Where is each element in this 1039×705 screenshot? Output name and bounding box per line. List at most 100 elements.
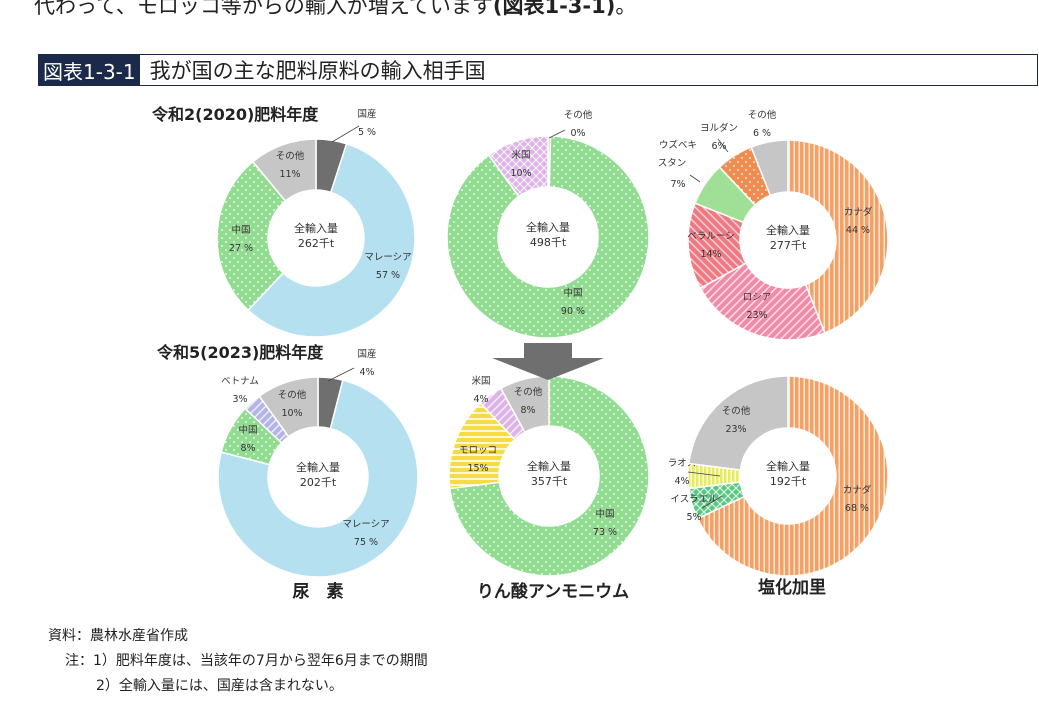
slice-name-label: カナダ [844, 206, 873, 218]
center-total-value: 262千t [298, 237, 335, 250]
center-total-value: 202千t [300, 476, 337, 489]
intro-text: 代わって、モロッコ等からの輸入が増えています(図表1-3-1)。 [34, 0, 636, 20]
slice-pct-label: 11% [279, 169, 300, 180]
slice-name-label: 米国 [511, 149, 530, 161]
center-total-value: 277千t [770, 239, 807, 252]
slice-name-label: その他 [278, 389, 307, 401]
slice-pct-label: 0% [570, 128, 585, 139]
slice-name-label: 国産 [357, 348, 376, 360]
donut-slice [687, 375, 789, 471]
center-total-label: 全輸入量 [527, 459, 571, 473]
center-total-value: 498千t [530, 236, 567, 249]
slice-pct-label: 5% [686, 512, 701, 523]
slice-pct-label: 75 % [354, 537, 378, 548]
note-1: 注：1）肥料年度は、当該年の7月から翌年6月までの期間 [65, 653, 428, 669]
slice-name-label: イスラエル [670, 494, 718, 505]
slice-name-label: その他 [514, 386, 543, 398]
leader-line [327, 367, 355, 382]
slice-name-label: 中国 [238, 424, 257, 436]
product-label: 塩化加里 [758, 577, 826, 598]
center-total-label: 全輸入量 [294, 221, 338, 235]
slice-name-label: その他 [748, 109, 777, 121]
slice-pct-label: 10% [281, 408, 302, 419]
product-label: 尿 素 [293, 582, 344, 602]
slice-pct-label: 5 % [358, 127, 376, 138]
slice-name-label: 国産 [357, 108, 376, 120]
donut-slice [217, 379, 419, 578]
intro-text-end: 。 [615, 0, 637, 18]
center-total-label: 全輸入量 [526, 220, 570, 234]
slice-name-label: ベトナム [221, 376, 259, 387]
donut-slice [247, 142, 416, 338]
slice-pct-label: 73 % [593, 527, 617, 538]
slice-name-label: 中国 [231, 224, 250, 236]
slice-name-label: ヨルダン [700, 122, 738, 134]
slice-pct-label: 3% [232, 394, 247, 405]
intro-text-body: 代わって、モロッコ等からの輸入が増えています [34, 0, 493, 18]
slice-pct-label: 68 % [845, 503, 869, 514]
slice-name-label: ラオス [668, 458, 697, 469]
center-total-label: 全輸入量 [766, 223, 810, 237]
donut-slice [699, 262, 826, 341]
donut-slice [487, 135, 549, 198]
year-label: 令和5(2023)肥料年度 [156, 343, 324, 362]
leader-line [717, 138, 729, 153]
slice-name-label: ベラルーシ [687, 231, 734, 242]
donut-slice [448, 375, 650, 577]
source-note: 資料：農林水産省作成 [48, 628, 188, 644]
slice-name-label: ロシア [743, 292, 772, 303]
leader-line [701, 495, 723, 509]
down-arrow-icon [492, 343, 604, 380]
donut-slice [216, 160, 287, 312]
intro-figure-ref: (図表1-3-1) [492, 0, 616, 18]
slice-pct-label: 23% [746, 310, 767, 321]
product-label: りん酸アンモニウム [477, 581, 629, 602]
slice-name-label: その他 [276, 150, 305, 162]
note-2: 2）全輸入量には、国産は含まれない。 [96, 678, 343, 694]
donut-slice [696, 375, 889, 577]
center-total-value: 192千t [770, 475, 807, 488]
slice-pct-label: 14% [700, 249, 721, 260]
center-total-label: 全輸入量 [296, 460, 340, 474]
slice-pct-label: 6% [711, 141, 726, 152]
center-total-value: 357千t [531, 475, 568, 488]
slice-name-label: モロッコ [459, 445, 497, 456]
slice-name-label: 中国 [563, 287, 582, 299]
slice-pct-label: 7% [670, 179, 685, 190]
slice-pct-label: 8% [520, 405, 535, 416]
slice-name-label: マレーシア [364, 252, 411, 263]
slice-name-label: ウズベキ [659, 139, 697, 151]
slice-pct-label: 44 % [846, 225, 870, 236]
leader-line [331, 125, 360, 143]
slice-pct-label: 57 % [376, 270, 400, 281]
slice-name-label: マレーシア [342, 519, 389, 530]
slice-pct-label: 27 % [229, 243, 253, 254]
slice-pct-label: 8% [240, 443, 255, 454]
donut-slice [446, 135, 650, 339]
donut-slice [251, 138, 317, 203]
slice-pct-label: 4% [473, 394, 488, 405]
donut-slice [750, 139, 789, 197]
figure-header: 図表1-3-1 我が国の主な肥料原料の輸入相手国 [38, 54, 1038, 86]
slice-pct-label: 90 % [561, 306, 585, 317]
slice-pct-label: 4% [674, 476, 689, 487]
slice-name-label: その他 [722, 405, 751, 417]
slice-name-label: 米国 [471, 375, 490, 387]
donut-slice [787, 139, 889, 334]
slice-name-label: その他 [564, 109, 593, 121]
leader-line [689, 174, 701, 183]
footnotes: 資料：農林水産省作成 注：1）肥料年度は、当該年の7月から翌年6月までの期間 2… [48, 624, 428, 699]
slice-pct-label: 23% [725, 424, 746, 435]
center-total-label: 全輸入量 [766, 459, 810, 473]
figure-title: 我が国の主な肥料原料の輸入相手国 [149, 59, 486, 83]
slice-pct-label: 10% [510, 168, 531, 179]
slice-name-label: カナダ [843, 484, 872, 496]
slice-name-label: 中国 [595, 508, 614, 520]
figure-number: 図表1-3-1 [39, 55, 140, 85]
year-label: 令和2(2020)肥料年度 [151, 105, 319, 124]
slice-name-label: スタン [658, 158, 687, 169]
slice-pct-label: 6 % [753, 128, 771, 139]
slice-pct-label: 4% [359, 367, 374, 378]
leader-line [687, 471, 721, 477]
